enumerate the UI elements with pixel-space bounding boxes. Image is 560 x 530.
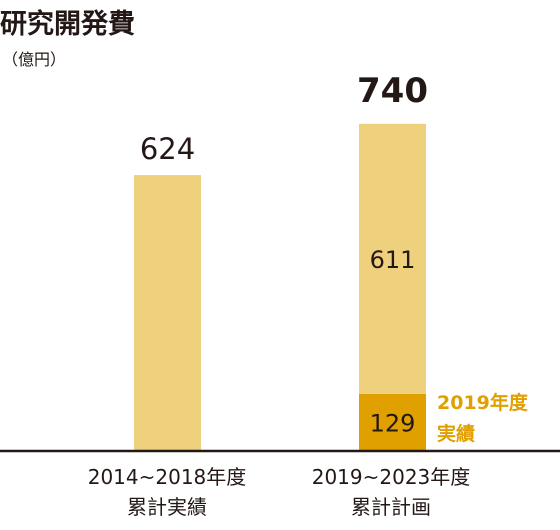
total-label: 740 (357, 71, 428, 111)
category-label-line1: 2019~2023年度 (311, 465, 471, 489)
bar-segment-1 (359, 123, 426, 394)
category-label-2014-2018: 2014~2018年度 累計実績 (47, 462, 287, 522)
data-label-bar: 624 (140, 132, 195, 166)
bar-segment-0 (134, 175, 201, 451)
category-label-line2: 累計実績 (127, 495, 207, 519)
data-label-segment: 611 (370, 246, 416, 274)
series-annotation-line1: 2019年度 (437, 391, 529, 414)
data-label-2019-actual: 129 (370, 409, 416, 437)
category-label-2019-2023: 2019~2023年度 累計計画 (271, 462, 511, 522)
category-label-line1: 2014~2018年度 (87, 465, 247, 489)
chart-title: 研究開発費 (0, 9, 135, 40)
category-label-line2: 累計計画 (351, 495, 431, 519)
unit-label: （億円） (2, 50, 67, 69)
series-annotation-line2: 実績 (437, 422, 475, 445)
bar-segment-2019-actual (359, 393, 426, 451)
